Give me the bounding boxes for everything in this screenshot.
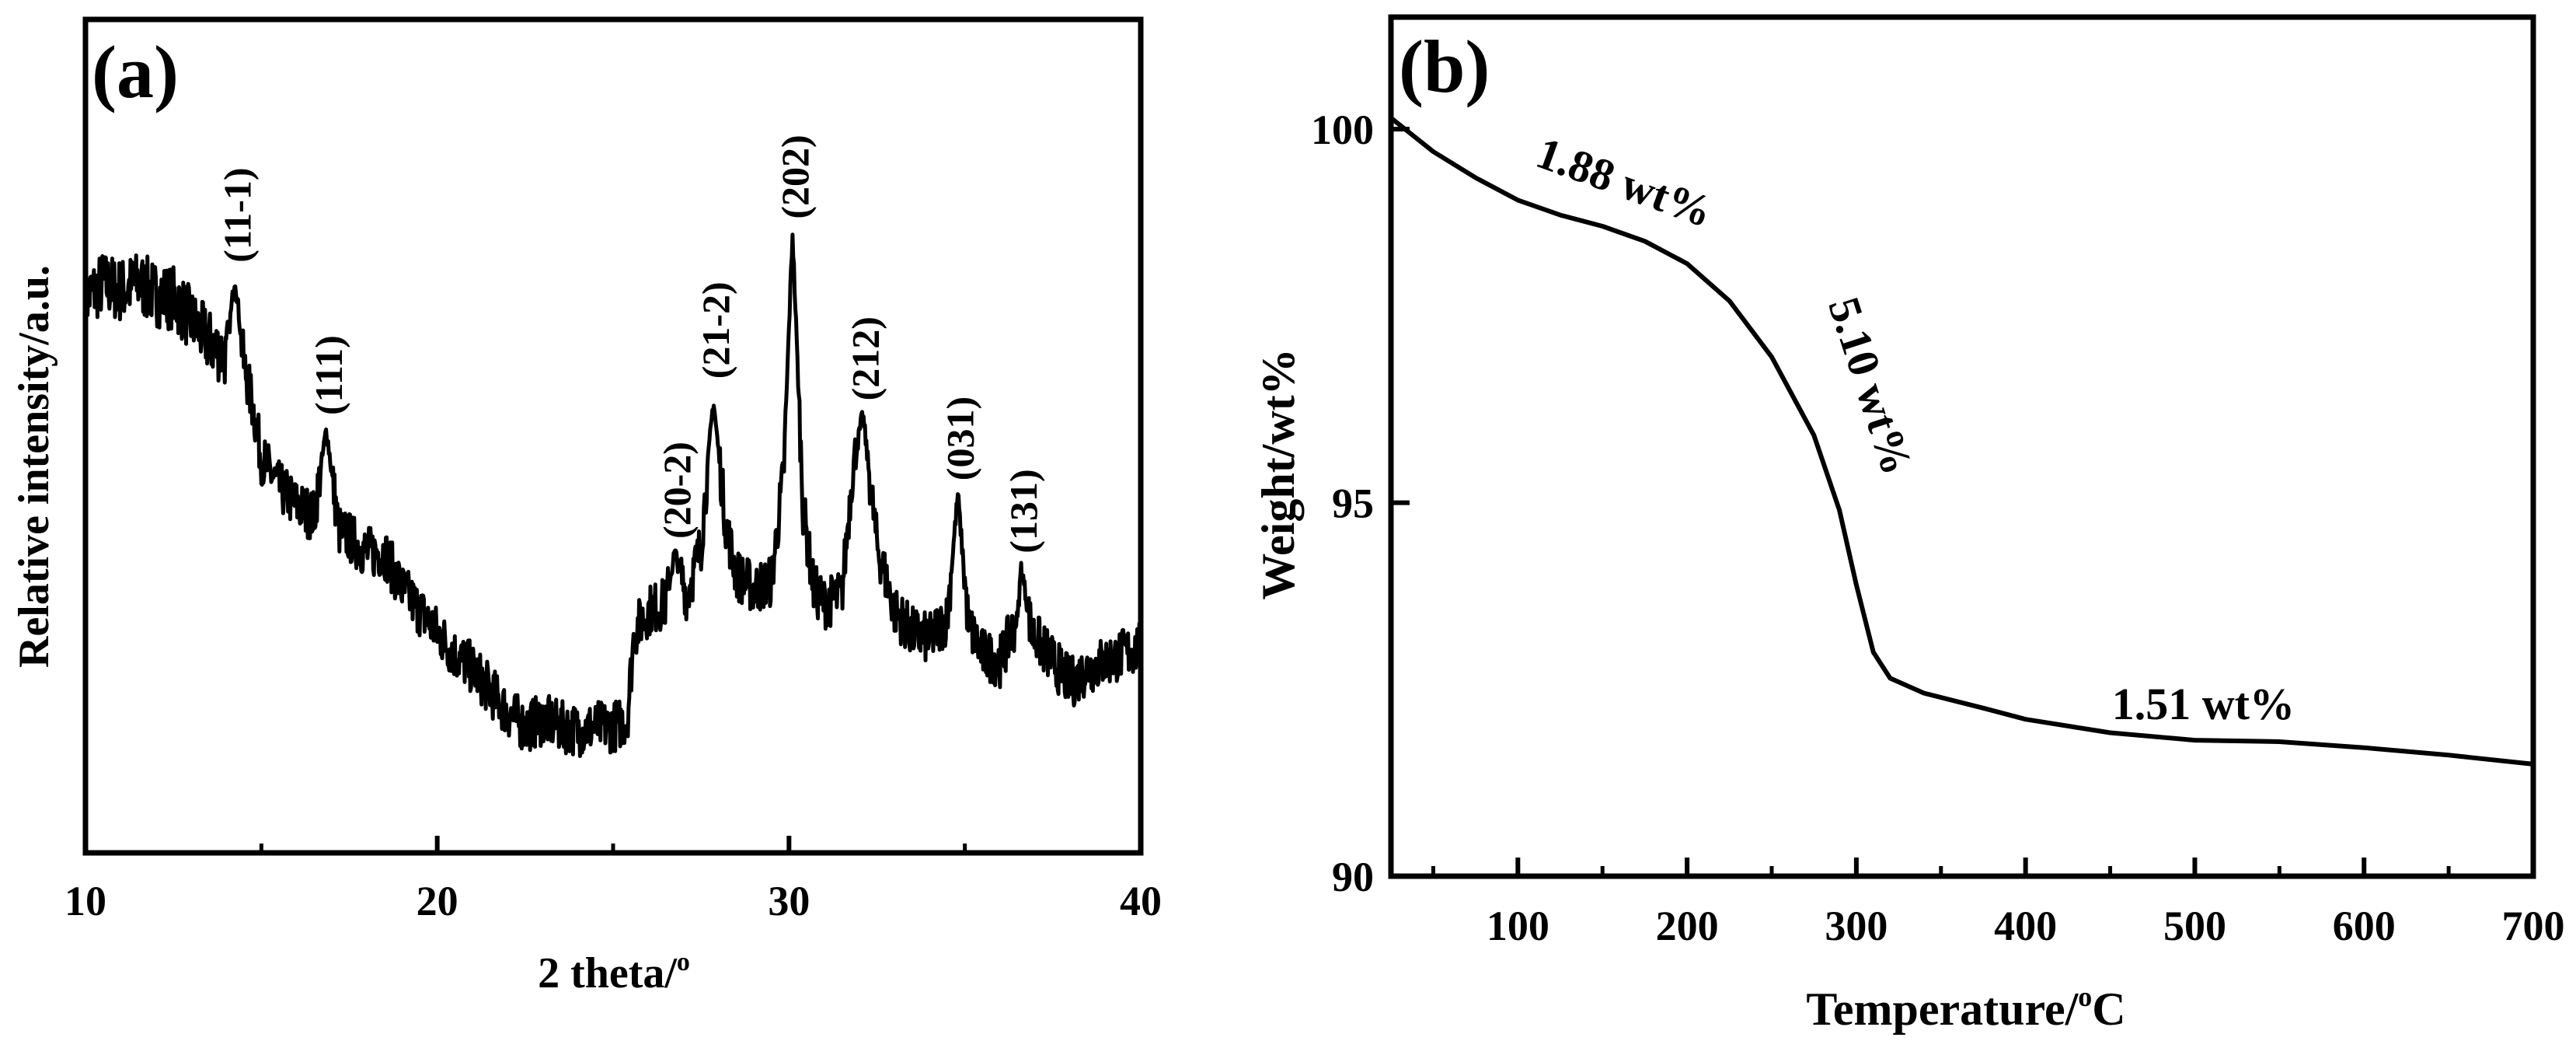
- panel-a-x-ticks: [83, 836, 1143, 853]
- panel-a-peak-label: (131): [1002, 469, 1045, 553]
- panel-b-y-axis-title: Weight/wt%: [1253, 348, 1304, 599]
- panel-b-annotation: 1.88 wt%: [1530, 128, 1719, 238]
- panel-a-peak-label: (111): [307, 335, 350, 415]
- panel-b-x-tick-label: 500: [2163, 903, 2226, 949]
- panel-b-x-tick-label: 200: [1656, 903, 1719, 949]
- panel-a-peak-label: (11-1): [215, 167, 259, 262]
- panel-a-x-tick-label: 20: [417, 878, 458, 924]
- panel-a-x-axis-title: 2 theta/o: [538, 948, 690, 997]
- panel-b-x-tick-label: 400: [1994, 903, 2057, 949]
- panel-b-annotation: 1.51 wt%: [2112, 679, 2295, 729]
- panel-a-peak-label: (212): [843, 316, 887, 400]
- panel-b-label: (b): [1399, 25, 1490, 108]
- panel-b-annotations: 1.88 wt% 5.10 wt% 1.51 wt%: [1530, 128, 2295, 730]
- panel-b-x-axis-title: Temperature/oC: [1806, 981, 2125, 1035]
- panel-a-y-axis-title: Relative intensity/a.u.: [10, 265, 58, 668]
- panel-b-x-tick-label: 100: [1487, 903, 1549, 949]
- panel-a-peak-label: (21-2): [694, 281, 737, 379]
- panel-a-xrd-chart: (a) 10 20 30 40 (11-1) (111) (20-2) (21-2) (202…: [10, 16, 1162, 997]
- panel-b-x-tick-label: 700: [2502, 903, 2565, 949]
- panel-a-x-tick-labels: 10 20 30 40: [64, 878, 1162, 924]
- panel-a-x-tick-label: 30: [768, 878, 810, 924]
- panel-b-y-tick-label: 100: [1311, 107, 1374, 153]
- panel-b-annotation: 5.10 wt%: [1818, 292, 1923, 481]
- panel-a-x-tick-label: 40: [1120, 878, 1162, 924]
- panel-a-peak-label: (202): [773, 134, 817, 218]
- panel-b-x-tick-label: 300: [1825, 903, 1888, 949]
- panel-a-xrd-line: [83, 232, 1143, 758]
- panel-b-y-tick-label: 95: [1332, 480, 1374, 527]
- panel-b-plot-frame: [1388, 14, 2536, 879]
- panel-b-y-ticks: [1391, 127, 1410, 879]
- panel-b-y-tick-label: 90: [1332, 854, 1374, 900]
- panel-b-x-tick-labels: 100 200 300 400 500 600 700: [1487, 903, 2565, 949]
- panel-b-x-tick-label: 600: [2333, 903, 2396, 949]
- panel-b-x-ticks: [1431, 858, 2536, 876]
- panel-a-peak-annotations: (11-1) (111) (20-2) (21-2) (202) (212) (031) (1…: [215, 134, 1045, 553]
- panel-a-label: (a): [92, 30, 179, 114]
- panel-a-x-tick-label: 10: [64, 878, 106, 924]
- panel-a-peak-label: (20-2): [655, 442, 699, 539]
- panel-b-y-tick-labels: 90 95 100: [1311, 107, 1374, 900]
- panel-b-tga-chart: (b) 100 200 300 400 500 600 700 90 95 100 1.88 w…: [1253, 14, 2565, 1035]
- panel-b-tga-line: [1389, 116, 2534, 767]
- panel-a-peak-label: (031): [939, 396, 982, 480]
